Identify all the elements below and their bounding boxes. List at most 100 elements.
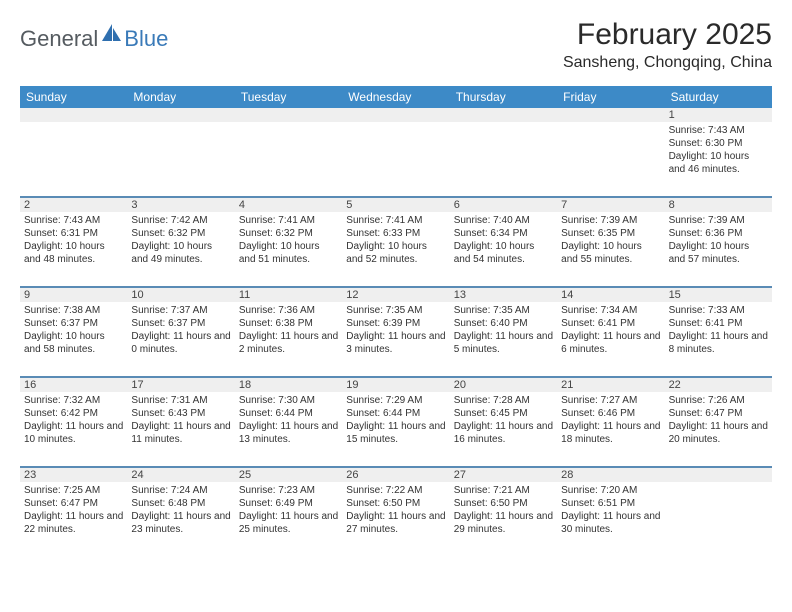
sunrise-text: Sunrise: 7:32 AM [24, 394, 123, 407]
daylight-text: Daylight: 11 hours and 27 minutes. [346, 510, 445, 536]
day-cell: 1Sunrise: 7:43 AMSunset: 6:30 PMDaylight… [665, 108, 772, 194]
day-cell: 6Sunrise: 7:40 AMSunset: 6:34 PMDaylight… [450, 198, 557, 284]
sunrise-text: Sunrise: 7:39 AM [669, 214, 768, 227]
day-number: 25 [235, 468, 342, 482]
empty-daynum-bar [20, 108, 127, 122]
day-number: 27 [450, 468, 557, 482]
sunrise-text: Sunrise: 7:24 AM [131, 484, 230, 497]
daylight-text: Daylight: 11 hours and 13 minutes. [239, 420, 338, 446]
sunrise-text: Sunrise: 7:30 AM [239, 394, 338, 407]
sunrise-text: Sunrise: 7:27 AM [561, 394, 660, 407]
sunset-text: Sunset: 6:47 PM [669, 407, 768, 420]
day-cell: 11Sunrise: 7:36 AMSunset: 6:38 PMDayligh… [235, 288, 342, 374]
sunset-text: Sunset: 6:49 PM [239, 497, 338, 510]
empty-daynum-bar [557, 108, 664, 122]
day-cell: 12Sunrise: 7:35 AMSunset: 6:39 PMDayligh… [342, 288, 449, 374]
day-number: 11 [235, 288, 342, 302]
day-number: 28 [557, 468, 664, 482]
sunrise-text: Sunrise: 7:42 AM [131, 214, 230, 227]
day-header-tuesday: Tuesday [235, 86, 342, 108]
day-cell: 27Sunrise: 7:21 AMSunset: 6:50 PMDayligh… [450, 468, 557, 554]
sunset-text: Sunset: 6:39 PM [346, 317, 445, 330]
day-header-wednesday: Wednesday [342, 86, 449, 108]
title-block: February 2025 Sansheng, Chongqing, China [563, 18, 772, 72]
week-row: 23Sunrise: 7:25 AMSunset: 6:47 PMDayligh… [20, 468, 772, 554]
daylight-text: Daylight: 10 hours and 48 minutes. [24, 240, 123, 266]
day-number: 4 [235, 198, 342, 212]
sunrise-text: Sunrise: 7:34 AM [561, 304, 660, 317]
day-cell: 23Sunrise: 7:25 AMSunset: 6:47 PMDayligh… [20, 468, 127, 554]
day-cell: 15Sunrise: 7:33 AMSunset: 6:41 PMDayligh… [665, 288, 772, 374]
sunrise-text: Sunrise: 7:43 AM [24, 214, 123, 227]
daylight-text: Daylight: 10 hours and 55 minutes. [561, 240, 660, 266]
day-cell: 18Sunrise: 7:30 AMSunset: 6:44 PMDayligh… [235, 378, 342, 464]
sunrise-text: Sunrise: 7:22 AM [346, 484, 445, 497]
day-number: 17 [127, 378, 234, 392]
daylight-text: Daylight: 11 hours and 29 minutes. [454, 510, 553, 536]
sunset-text: Sunset: 6:50 PM [454, 497, 553, 510]
sunrise-text: Sunrise: 7:37 AM [131, 304, 230, 317]
week-row: 2Sunrise: 7:43 AMSunset: 6:31 PMDaylight… [20, 198, 772, 284]
day-cell: 28Sunrise: 7:20 AMSunset: 6:51 PMDayligh… [557, 468, 664, 554]
sunset-text: Sunset: 6:41 PM [669, 317, 768, 330]
calendar: Sunday Monday Tuesday Wednesday Thursday… [20, 86, 772, 554]
empty-cell [235, 108, 342, 194]
day-number: 18 [235, 378, 342, 392]
daylight-text: Daylight: 11 hours and 22 minutes. [24, 510, 123, 536]
day-number: 22 [665, 378, 772, 392]
day-cell: 8Sunrise: 7:39 AMSunset: 6:36 PMDaylight… [665, 198, 772, 284]
sunrise-text: Sunrise: 7:33 AM [669, 304, 768, 317]
empty-cell [557, 108, 664, 194]
sunset-text: Sunset: 6:34 PM [454, 227, 553, 240]
sunset-text: Sunset: 6:41 PM [561, 317, 660, 330]
day-header-sunday: Sunday [20, 86, 127, 108]
sunset-text: Sunset: 6:50 PM [346, 497, 445, 510]
empty-daynum-bar [342, 108, 449, 122]
day-number: 14 [557, 288, 664, 302]
sunrise-text: Sunrise: 7:43 AM [669, 124, 768, 137]
sunset-text: Sunset: 6:37 PM [131, 317, 230, 330]
week-row: 1Sunrise: 7:43 AMSunset: 6:30 PMDaylight… [20, 108, 772, 194]
day-number: 23 [20, 468, 127, 482]
sunset-text: Sunset: 6:45 PM [454, 407, 553, 420]
day-cell: 14Sunrise: 7:34 AMSunset: 6:41 PMDayligh… [557, 288, 664, 374]
daylight-text: Daylight: 10 hours and 46 minutes. [669, 150, 768, 176]
day-number: 5 [342, 198, 449, 212]
empty-cell [127, 108, 234, 194]
day-cell: 24Sunrise: 7:24 AMSunset: 6:48 PMDayligh… [127, 468, 234, 554]
day-cell: 3Sunrise: 7:42 AMSunset: 6:32 PMDaylight… [127, 198, 234, 284]
day-number: 10 [127, 288, 234, 302]
sunrise-text: Sunrise: 7:28 AM [454, 394, 553, 407]
sunset-text: Sunset: 6:37 PM [24, 317, 123, 330]
day-number: 20 [450, 378, 557, 392]
day-number: 8 [665, 198, 772, 212]
day-number: 9 [20, 288, 127, 302]
brand-part2: Blue [124, 26, 168, 52]
sunset-text: Sunset: 6:42 PM [24, 407, 123, 420]
sunrise-text: Sunrise: 7:38 AM [24, 304, 123, 317]
sunrise-text: Sunrise: 7:41 AM [239, 214, 338, 227]
day-number: 6 [450, 198, 557, 212]
day-cell: 22Sunrise: 7:26 AMSunset: 6:47 PMDayligh… [665, 378, 772, 464]
daylight-text: Daylight: 10 hours and 49 minutes. [131, 240, 230, 266]
daylight-text: Daylight: 10 hours and 51 minutes. [239, 240, 338, 266]
sunrise-text: Sunrise: 7:39 AM [561, 214, 660, 227]
day-cell: 20Sunrise: 7:28 AMSunset: 6:45 PMDayligh… [450, 378, 557, 464]
day-number: 21 [557, 378, 664, 392]
empty-cell [20, 108, 127, 194]
day-cell: 10Sunrise: 7:37 AMSunset: 6:37 PMDayligh… [127, 288, 234, 374]
sunset-text: Sunset: 6:48 PM [131, 497, 230, 510]
day-cell: 26Sunrise: 7:22 AMSunset: 6:50 PMDayligh… [342, 468, 449, 554]
day-cell: 19Sunrise: 7:29 AMSunset: 6:44 PMDayligh… [342, 378, 449, 464]
sunrise-text: Sunrise: 7:20 AM [561, 484, 660, 497]
daylight-text: Daylight: 11 hours and 10 minutes. [24, 420, 123, 446]
brand-part1: General [20, 26, 98, 52]
page-header: General Blue February 2025 Sansheng, Cho… [20, 18, 772, 72]
brand-logo: General Blue [20, 18, 168, 54]
sunrise-text: Sunrise: 7:31 AM [131, 394, 230, 407]
daylight-text: Daylight: 10 hours and 54 minutes. [454, 240, 553, 266]
sunset-text: Sunset: 6:51 PM [561, 497, 660, 510]
daylight-text: Daylight: 11 hours and 25 minutes. [239, 510, 338, 536]
sunset-text: Sunset: 6:38 PM [239, 317, 338, 330]
daylight-text: Daylight: 11 hours and 20 minutes. [669, 420, 768, 446]
